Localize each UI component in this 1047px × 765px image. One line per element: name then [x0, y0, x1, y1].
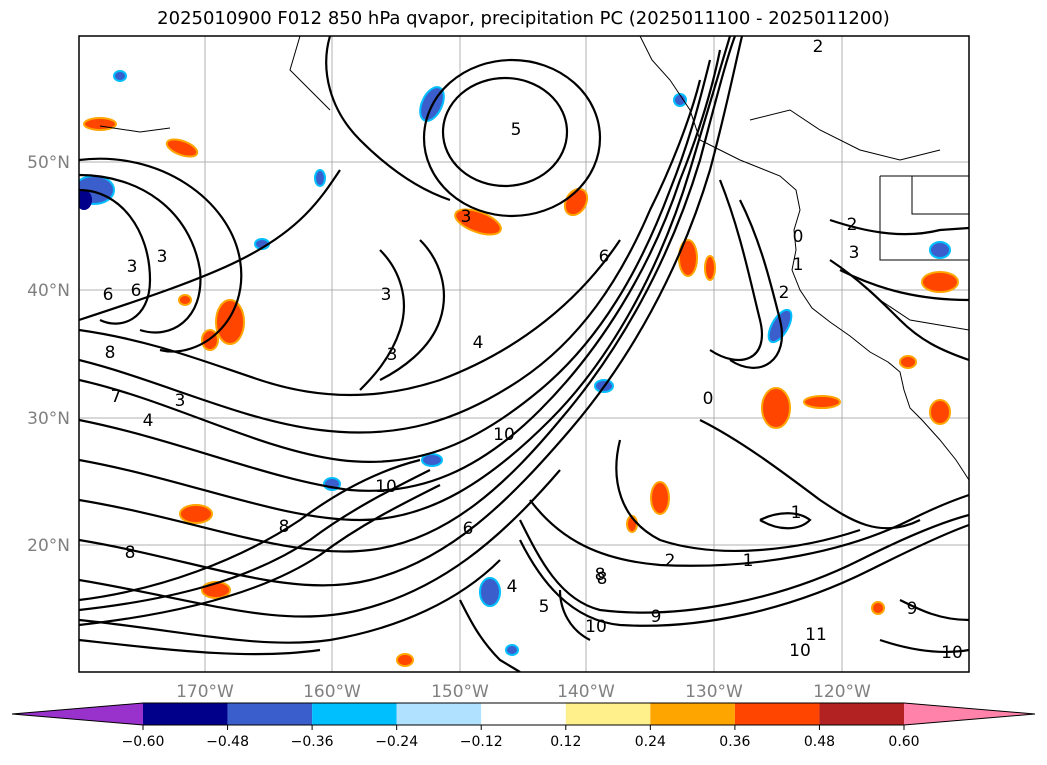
contour-label: 9: [907, 599, 918, 619]
colorbar-ticks: −0.60 −0.48 −0.36 −0.24 −0.12 0.12 0.24 0.36 0.4…: [122, 725, 920, 750]
contour-label: 6: [599, 247, 610, 267]
contour-label: 2: [665, 551, 676, 571]
contour-label: 3: [127, 257, 138, 277]
precip-negative: [79, 70, 951, 656]
contour-label: 6: [463, 519, 474, 539]
contour-label: 10: [941, 643, 963, 663]
contour-label: 0: [793, 227, 804, 247]
lat-label-40n: 40°N: [27, 281, 70, 301]
map-frame: [78, 35, 970, 673]
contours: [79, 36, 969, 672]
contour-label: 9: [651, 607, 662, 627]
colorbar-tick-label: 0.60: [888, 734, 919, 750]
contour-label: 11: [805, 625, 827, 645]
contour-label: 3: [381, 285, 392, 305]
colorbar-block: [227, 703, 313, 725]
longitude-labels: 170°W 160°W 150°W 140°W 130°W 120°W: [176, 682, 871, 702]
colorbar-tick-label: −0.48: [206, 734, 249, 750]
contour-label: 3: [849, 243, 860, 263]
contour-label: 8: [595, 565, 606, 585]
contour-label: 8: [597, 569, 608, 589]
colorbar-tick-label: 0.24: [635, 734, 666, 750]
contour-label: 3: [461, 207, 472, 227]
lat-label-30n: 30°N: [27, 409, 70, 429]
colorbar-over-arrow: [904, 703, 1035, 725]
contour-label: 8: [125, 543, 136, 563]
colorbar-block: [819, 703, 904, 725]
contour-label: 2: [847, 215, 858, 235]
colorbar-tick-label: −0.24: [375, 734, 418, 750]
colorbar: −0.60 −0.48 −0.36 −0.24 −0.12 0.12 0.24 0.36 0.4…: [11, 702, 1036, 750]
colorbar-block: [143, 703, 228, 725]
colorbar-tick-label: 0.36: [719, 734, 750, 750]
contour-label: 7: [111, 387, 122, 407]
contour-label: 10: [585, 617, 607, 637]
map-panel: [79, 36, 969, 672]
colorbar-block: [481, 703, 566, 725]
contour-label: 8: [105, 343, 116, 363]
colorbar-tick-label: −0.60: [122, 734, 165, 750]
contour-label: 4: [143, 411, 154, 431]
colorbar-tick-label: −0.12: [460, 734, 503, 750]
colorbar-block: [565, 703, 651, 725]
colorbar-under-arrow: [12, 703, 143, 725]
colorbar-block: [312, 703, 397, 725]
contour-label: 1: [743, 551, 754, 571]
lon-label-130w: 130°W: [685, 682, 743, 702]
lon-label-160w: 160°W: [303, 682, 361, 702]
latitude-labels: 50°N 40°N 30°N 20°N: [27, 153, 70, 556]
colorbar-tick-label: −0.36: [291, 734, 334, 750]
contour-label: 5: [539, 597, 550, 617]
contour-label: 2: [779, 283, 790, 303]
colorbar-tick-label: 0.12: [550, 734, 581, 750]
contour-label: 8: [279, 517, 290, 537]
colorbar-tick-label: 0.48: [804, 734, 835, 750]
contour-label: 10: [789, 641, 811, 661]
contour-label: 3: [157, 247, 168, 267]
contour-label: 4: [473, 333, 484, 353]
precip-positive: [83, 117, 959, 667]
contour-label: 0: [703, 389, 714, 409]
contour-label: 1: [793, 255, 804, 275]
contour-label: 2: [813, 37, 824, 57]
lat-label-20n: 20°N: [27, 536, 70, 556]
lon-label-120w: 120°W: [813, 682, 871, 702]
contour-label: 6: [131, 281, 142, 301]
contour-label: 3: [387, 345, 398, 365]
contour-label: 6: [103, 285, 114, 305]
colorbar-block: [396, 703, 482, 725]
contour-label: 3: [175, 391, 186, 411]
colorbar-block: [734, 703, 820, 725]
contour-label: 10: [375, 477, 397, 497]
contour-label: 10: [493, 425, 515, 445]
gridlines: [79, 36, 969, 672]
contour-label: 5: [511, 120, 522, 140]
lon-label-140w: 140°W: [557, 682, 615, 702]
lon-label-150w: 150°W: [431, 682, 489, 702]
lon-label-170w: 170°W: [176, 682, 234, 702]
colorbar-blocks: [143, 703, 904, 725]
coastlines: [99, 36, 969, 481]
colorbar-block: [650, 703, 735, 725]
map-title: 2025010900 F012 850 hPa qvapor, precipit…: [157, 8, 890, 29]
lat-label-50n: 50°N: [27, 153, 70, 173]
contour-label: 1: [791, 503, 802, 523]
contour-label: 4: [507, 577, 518, 597]
